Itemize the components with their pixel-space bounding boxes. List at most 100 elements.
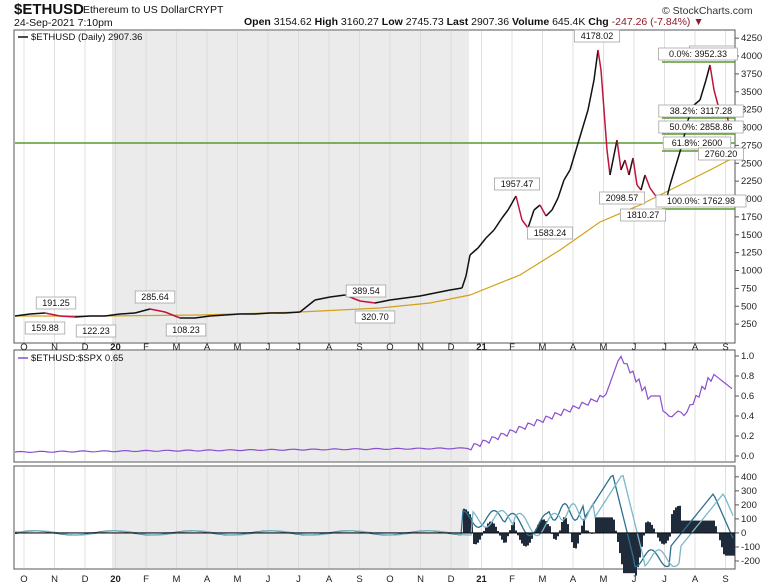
relative-legend: $ETHUSD:$SPX 0.65 xyxy=(18,353,123,364)
oscillator-histogram-bar xyxy=(627,532,629,574)
oscillator-histogram-bar xyxy=(473,532,475,545)
oscillator-histogram-bar xyxy=(505,532,507,543)
oscillator-histogram-bar xyxy=(579,532,581,535)
low-value: 2745.73 xyxy=(405,16,444,28)
price-y-tick-label: 2750 xyxy=(741,140,762,151)
oscillator-histogram-bar xyxy=(723,532,725,555)
oscillator-histogram-bar xyxy=(597,517,599,533)
x-tick-label: J xyxy=(296,574,301,585)
oscillator-histogram-bar xyxy=(563,517,565,533)
oscillator-histogram-bar xyxy=(475,532,477,545)
price-y-tick-label: 1750 xyxy=(741,212,762,223)
brand-logo[interactable]: © StockCharts.com xyxy=(662,5,753,17)
price-annotation-box xyxy=(658,104,744,118)
price-segment xyxy=(628,157,634,176)
price-y-tick-label: 3750 xyxy=(741,69,762,80)
x-tick-label: F xyxy=(509,574,515,585)
price-annotation-box xyxy=(658,120,744,134)
x-tick-label: M xyxy=(600,342,608,353)
oscillator-y-axis: 400 300 200 100 0 -100 -200 xyxy=(735,472,760,567)
instrument-name: Ethereum to US Dollar xyxy=(83,4,189,16)
x-tick-label: A xyxy=(326,342,333,353)
price-y-tick-label: 4000 xyxy=(741,51,762,62)
x-tick-label: O xyxy=(386,574,393,585)
price-segment xyxy=(616,139,622,171)
x-tick-label: S xyxy=(356,342,362,353)
oscillator-histogram-bar xyxy=(481,532,483,536)
oscillator-histogram-bar xyxy=(577,532,579,544)
relative-y-tick-label: 0.2 xyxy=(741,431,754,442)
price-annotation-box xyxy=(662,136,732,150)
price-segment xyxy=(389,297,406,301)
price-segment xyxy=(563,169,571,181)
price-segment xyxy=(533,204,541,211)
oscillator-histogram-bar xyxy=(513,521,515,533)
oscillator-histogram-bar xyxy=(649,522,651,533)
x-tick-label: M xyxy=(539,342,547,353)
oscillator-y-tick-label: -200 xyxy=(741,556,760,567)
oscillator-histogram-bar xyxy=(625,532,627,574)
price-segment xyxy=(164,311,181,319)
oscillator-histogram-bar xyxy=(501,532,503,540)
relative-legend-label: $ETHUSD:$SPX 0.65 xyxy=(31,353,123,364)
price-annotation-box xyxy=(345,284,387,298)
price-segment xyxy=(194,315,211,319)
oscillator-histogram-bar xyxy=(721,532,723,548)
oscillator-histogram-bar xyxy=(487,523,489,533)
relative-y-tick-label: 1.0 xyxy=(741,351,754,362)
price-annotation-label: 1957.47 xyxy=(501,179,534,189)
oscillator-histogram-bar xyxy=(509,530,511,533)
oscillator-histogram-bar xyxy=(469,514,471,533)
relative-y-tick-label: 0.6 xyxy=(741,391,754,402)
price-annotation-label: 2098.57 xyxy=(606,193,639,203)
x-tick-label: J xyxy=(662,574,667,585)
price-y-axis: 250 500 750 1000 1250 1500 1750 2000 2250 2500 275… xyxy=(735,33,762,330)
oscillator-histogram-bar xyxy=(503,532,505,543)
oscillator-histogram-bar xyxy=(711,520,713,533)
oscillator-histogram-bar xyxy=(547,524,549,533)
x-tick-label: A xyxy=(692,342,699,353)
last-value: 2907.36 xyxy=(471,16,510,28)
x-tick-label: M xyxy=(173,342,181,353)
price-panel-shaded-region xyxy=(112,31,469,342)
price-annotation-box xyxy=(655,194,747,208)
oscillator-histogram-bar xyxy=(497,531,499,533)
oscillator-histogram-bar xyxy=(559,530,561,533)
price-segment xyxy=(434,289,451,294)
oscillator-histogram-bar xyxy=(463,508,465,533)
oscillator-histogram-bar xyxy=(567,524,569,533)
oscillator-histogram-bar xyxy=(727,532,729,556)
oscillator-histogram-bar xyxy=(517,532,519,536)
x-tick-label: 21 xyxy=(476,342,487,353)
price-y-tick-label: 1500 xyxy=(741,230,762,241)
price-segment xyxy=(59,315,76,318)
price-segment xyxy=(557,179,565,199)
x-tick-label: N xyxy=(417,574,424,585)
oscillator-histogram-bar xyxy=(635,532,637,576)
oscillator-histogram-bar xyxy=(467,511,469,533)
relative-y-tick-label: 0.8 xyxy=(741,371,754,382)
oscillator-histogram-bar xyxy=(485,526,487,533)
x-tick-label: S xyxy=(356,574,362,585)
price-segment xyxy=(469,247,479,256)
price-segment xyxy=(134,308,151,314)
price-segment xyxy=(465,254,471,277)
oscillator-histogram-bar xyxy=(483,530,485,533)
x-tick-label: O xyxy=(20,342,27,353)
price-y-tick-label: 1000 xyxy=(741,266,762,277)
oscillator-histogram-bar xyxy=(669,532,671,537)
price-segment xyxy=(44,312,61,317)
oscillator-histogram-bar xyxy=(651,524,653,533)
price-y-tick-label: 3500 xyxy=(741,87,762,98)
x-tick-label: O xyxy=(20,574,27,585)
price-segment xyxy=(461,275,467,289)
x-tick-label: 20 xyxy=(110,342,121,353)
relative-y-axis: 0.0 0.2 0.4 0.6 0.8 1.0 xyxy=(735,351,754,462)
oscillator-histogram-bar xyxy=(495,526,497,533)
x-axis-labels: O O N N D D 20 20 F F M M A A M M J J J J A A S S O O N N D D 21 21 F F M M… xyxy=(20,342,728,585)
oscillator-histogram-bar xyxy=(535,529,537,533)
price-y-tick-label: 4250 xyxy=(741,33,762,44)
oscillator-histogram-bar xyxy=(713,520,715,533)
x-tick-label: S xyxy=(722,574,728,585)
